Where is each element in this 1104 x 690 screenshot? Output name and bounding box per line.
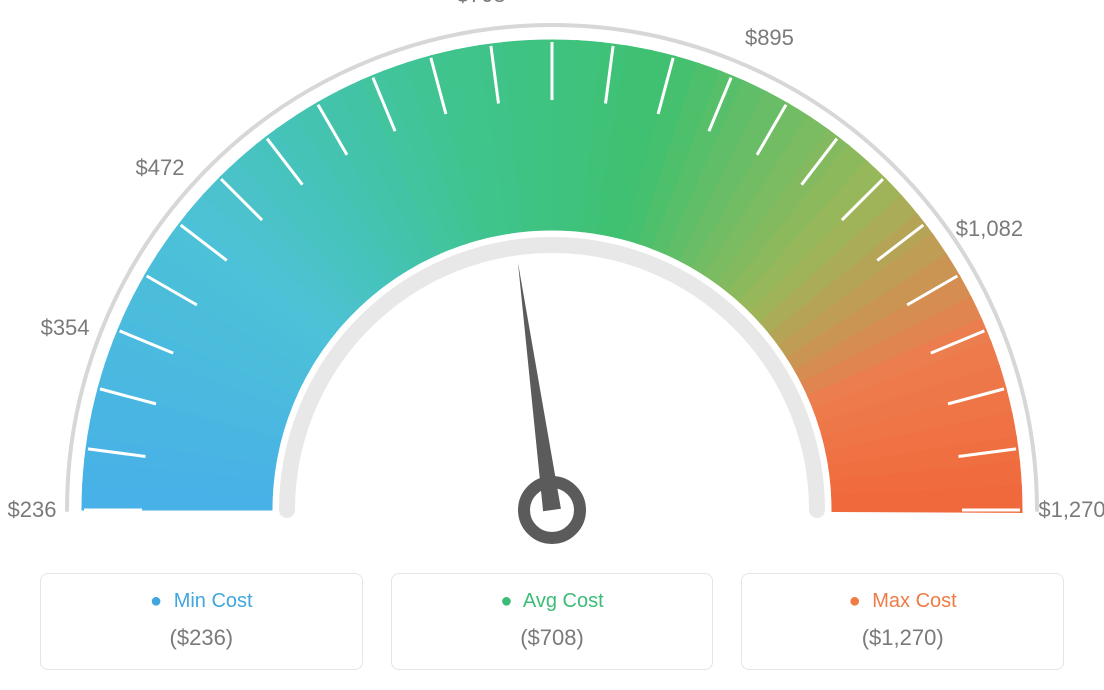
- legend-row: ● Min Cost ($236) ● Avg Cost ($708) ● Ma…: [40, 573, 1064, 670]
- legend-label: Max Cost: [872, 590, 956, 612]
- dot-icon: ●: [500, 590, 512, 612]
- gauge-tick-label: $895: [745, 25, 794, 51]
- legend-title-min: ● Min Cost: [41, 590, 362, 613]
- chart-container: $236 $354 $472 $708 $895 $1,082 $1,270 ● Min C…: [0, 0, 1104, 690]
- gauge-tick-label: $1,082: [956, 216, 1023, 242]
- legend-label: Avg Cost: [523, 590, 604, 612]
- gauge-tick-label: $708: [457, 0, 506, 8]
- dot-icon: ●: [849, 590, 861, 612]
- legend-label: Min Cost: [174, 590, 253, 612]
- gauge-tick-label: $1,270: [1038, 497, 1104, 523]
- legend-value-avg: ($708): [392, 625, 713, 651]
- gauge-area: $236 $354 $472 $708 $895 $1,082 $1,270: [0, 0, 1104, 560]
- legend-card-max: ● Max Cost ($1,270): [741, 573, 1064, 670]
- legend-title-max: ● Max Cost: [742, 590, 1063, 613]
- legend-title-avg: ● Avg Cost: [392, 590, 713, 613]
- dot-icon: ●: [150, 590, 162, 612]
- gauge-tick-label: $354: [41, 315, 90, 341]
- gauge-svg: [0, 0, 1104, 560]
- legend-value-min: ($236): [41, 625, 362, 651]
- legend-card-min: ● Min Cost ($236): [40, 573, 363, 670]
- gauge-tick-label: $472: [136, 155, 185, 181]
- legend-value-max: ($1,270): [742, 625, 1063, 651]
- gauge-tick-label: $236: [8, 497, 57, 523]
- legend-card-avg: ● Avg Cost ($708): [391, 573, 714, 670]
